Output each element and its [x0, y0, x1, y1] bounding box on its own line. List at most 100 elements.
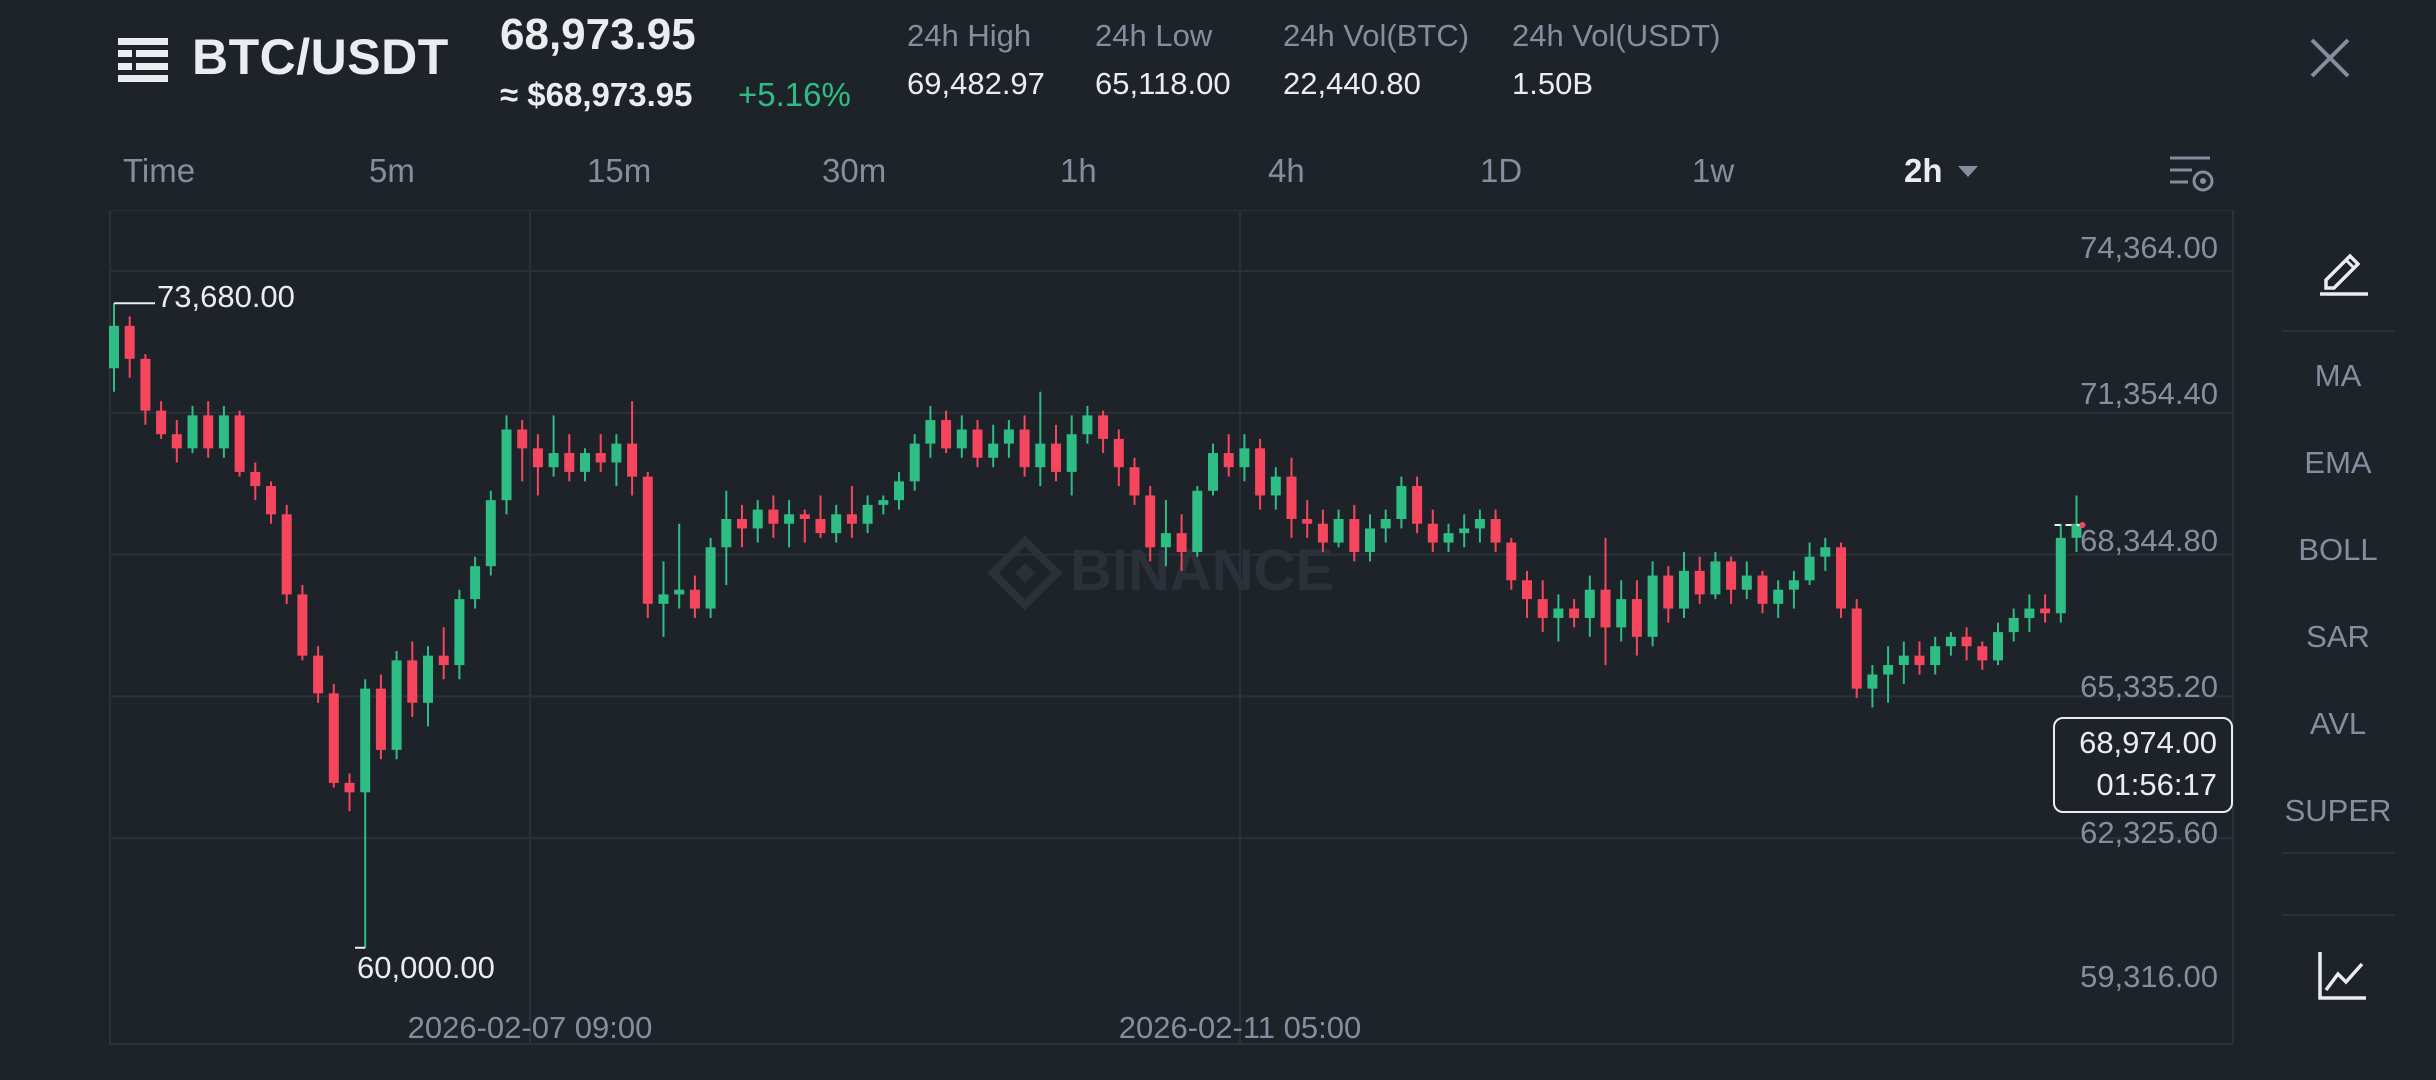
- stat-label-vol-btc: 24h Vol(BTC): [1283, 18, 1470, 53]
- current-price-tag[interactable]: 68,974.00 01:56:17: [2053, 717, 2233, 813]
- tab-1h[interactable]: 1h: [1060, 152, 1097, 189]
- candle: [894, 471, 904, 510]
- candle: [438, 627, 449, 680]
- stat-value-vol-btc: 22,440.80: [1283, 66, 1421, 101]
- candle: [862, 495, 873, 534]
- last-price: 68,973.95: [500, 10, 696, 59]
- candle: [1788, 570, 1799, 609]
- candle-countdown: 01:56:17: [2096, 767, 2217, 802]
- close-icon[interactable]: [2306, 34, 2354, 82]
- candle: [1349, 504, 1360, 562]
- candle: [1741, 561, 1752, 600]
- candle: [1820, 537, 1831, 571]
- candle: [705, 537, 716, 618]
- candle: [1208, 443, 1218, 496]
- candle: [1176, 514, 1187, 571]
- candle: [1365, 514, 1375, 562]
- tab-1d[interactable]: 1D: [1480, 152, 1523, 189]
- candle: [1003, 420, 1014, 458]
- candle: [407, 641, 418, 717]
- indicator-panel: MA EMA BOLL SAR AVL SUPER: [2280, 210, 2436, 1080]
- candle: [1961, 627, 1972, 661]
- stat-value-high: 69,482.97: [907, 66, 1045, 101]
- candle: [470, 556, 481, 609]
- candle: [297, 584, 308, 661]
- candle: [1412, 476, 1423, 534]
- candle: [1380, 509, 1391, 543]
- x-tick-label: 2026-02-11 05:00: [1119, 1010, 1361, 1045]
- tab-5m[interactable]: 5m: [369, 152, 415, 189]
- candle: [1082, 405, 1093, 444]
- stat-value-vol-usdt: 1.50B: [1512, 66, 1594, 101]
- candle: [1867, 665, 1878, 708]
- indicator-ma[interactable]: MA: [2314, 358, 2362, 393]
- candle: [674, 523, 685, 609]
- y-tick-label: 65,335.20: [2080, 669, 2218, 704]
- candle: [956, 415, 967, 458]
- tab-selected-interval[interactable]: 2h: [1904, 152, 1943, 189]
- pen-icon[interactable]: [2316, 242, 2372, 298]
- tab-time[interactable]: Time: [123, 152, 196, 189]
- candle: [1726, 556, 1737, 604]
- candle: [485, 490, 496, 576]
- candle: [109, 303, 119, 392]
- y-tick-label: 74,364.00: [2080, 230, 2218, 265]
- candle: [846, 486, 857, 538]
- candle: [721, 490, 732, 585]
- candle: [391, 650, 402, 760]
- candle: [658, 561, 669, 637]
- candle: [752, 500, 763, 543]
- tab-30m[interactable]: 30m: [822, 152, 887, 189]
- candle: [925, 405, 936, 458]
- indicator-sar[interactable]: SAR: [2306, 619, 2370, 654]
- candle: [2071, 495, 2082, 552]
- candle: [250, 462, 261, 501]
- chart-settings-icon[interactable]: [2168, 152, 2216, 196]
- candle: [1851, 599, 1862, 699]
- tab-4h[interactable]: 4h: [1268, 152, 1305, 189]
- indicator-ema[interactable]: EMA: [2304, 445, 2372, 480]
- indicator-boll[interactable]: BOLL: [2298, 532, 2378, 567]
- candle: [1914, 641, 1925, 675]
- divider: [2282, 914, 2394, 916]
- candle: [972, 420, 983, 468]
- indicator-super[interactable]: SUPER: [2284, 793, 2392, 828]
- tab-15m[interactable]: 15m: [587, 152, 652, 189]
- binance-logo-icon: [987, 535, 1063, 611]
- candle: [1270, 467, 1281, 510]
- indicator-avl[interactable]: AVL: [2309, 706, 2367, 741]
- candlestick-chart[interactable]: BINANCE 74,364.00 71,354.40 68,344.80 65…: [0, 210, 2240, 1080]
- candle: [564, 434, 575, 482]
- candle: [1663, 566, 1674, 623]
- candle: [1883, 646, 1894, 703]
- chart-canvas[interactable]: BINANCE 74,364.00 71,354.40 68,344.80 65…: [0, 210, 2240, 1080]
- line-chart-icon[interactable]: [2314, 948, 2370, 1004]
- candle: [1522, 570, 1532, 618]
- candle: [1145, 486, 1156, 562]
- candle: [1757, 570, 1768, 614]
- menu-icon[interactable]: [118, 36, 168, 84]
- candle: [313, 646, 324, 703]
- candle: [171, 420, 182, 463]
- candle: [1616, 580, 1627, 642]
- candle: [344, 773, 355, 812]
- candle: [1474, 509, 1485, 543]
- candle: [1255, 438, 1266, 510]
- candle: [517, 420, 528, 482]
- candle: [1459, 514, 1470, 548]
- chevron-down-icon[interactable]: [1958, 166, 1978, 177]
- candle: [595, 434, 606, 472]
- trading-pair[interactable]: BTC/USDT: [192, 29, 449, 85]
- candle: [1490, 509, 1501, 552]
- candle: [909, 434, 920, 491]
- candle: [784, 500, 795, 548]
- divider: [2282, 330, 2394, 332]
- candle: [1286, 457, 1297, 538]
- y-tick-label: 62,325.60: [2080, 815, 2218, 850]
- candle: [1066, 415, 1077, 496]
- tab-1w[interactable]: 1w: [1692, 152, 1735, 189]
- candle: [423, 646, 433, 727]
- candle: [988, 424, 999, 468]
- candle: [203, 401, 214, 458]
- candle: [234, 410, 245, 477]
